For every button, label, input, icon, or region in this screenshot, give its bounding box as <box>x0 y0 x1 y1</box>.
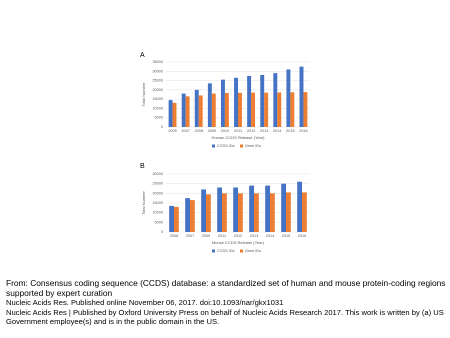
x-tick-label: 2012 <box>247 129 255 133</box>
bar <box>264 92 269 127</box>
bar <box>194 89 199 127</box>
bar <box>238 193 243 232</box>
y-tick-label: 25000 <box>152 182 163 186</box>
y-tick-label: 10000 <box>152 211 163 215</box>
x-tick-label: 2013 <box>260 129 268 133</box>
bar <box>207 83 212 127</box>
x-tick-label: 2006 <box>170 234 178 238</box>
bar <box>201 189 206 232</box>
caption: From: Consensus coding sequence (CCDS) d… <box>6 278 446 327</box>
bar <box>222 193 227 232</box>
y-tick-label: 0 <box>161 125 163 129</box>
bar <box>224 93 229 127</box>
x-axis-label: Human CCDS Release (Year) <box>212 135 266 140</box>
y-tick-label: 0 <box>161 230 163 234</box>
y-tick-label: 25000 <box>152 79 163 83</box>
x-tick-label: 2013 <box>250 234 258 238</box>
caption-copyright: Nucleic Acids Res | Published by Oxford … <box>6 307 444 327</box>
bar <box>168 100 173 127</box>
caption-from: From: Consensus coding sequence (CCDS) d… <box>6 278 446 298</box>
bar <box>302 192 307 232</box>
y-tick-label: 20000 <box>152 191 163 195</box>
bar <box>286 192 291 232</box>
bar <box>217 187 222 232</box>
y-tick-label: 30000 <box>152 172 163 176</box>
bar <box>169 205 174 232</box>
bar <box>190 200 195 232</box>
bar <box>220 79 225 127</box>
x-tick-label: 2007 <box>186 234 194 238</box>
y-tick-label: 20000 <box>152 88 163 92</box>
x-tick-label: 2016 <box>299 129 307 133</box>
bar <box>238 92 242 127</box>
x-tick-label: 2005 <box>168 129 176 133</box>
figure: A 0 5000 10000 15000 20000 25000 30000 35000 Tota… <box>140 52 310 253</box>
y-tick-label: 5000 <box>155 220 163 224</box>
y-axis-label: Total Number <box>141 190 146 214</box>
caption-citation: Nucleic Acids Res. Published online Nove… <box>6 298 284 307</box>
x-tick-label: 2011 <box>234 129 242 133</box>
y-tick-label: 5000 <box>155 116 163 120</box>
x-tick-label: 2010 <box>221 129 229 133</box>
bar <box>286 69 291 127</box>
bar <box>277 92 282 127</box>
bar <box>247 75 252 127</box>
x-tick-label: 2012 <box>234 234 242 238</box>
legend-swatch <box>240 144 243 148</box>
bar <box>251 92 256 127</box>
bar <box>281 183 286 232</box>
bar <box>254 193 259 232</box>
x-tick-label: 2016 <box>298 234 306 238</box>
x-tick-label: 2007 <box>181 129 189 133</box>
x-tick-label: 2011 <box>218 234 226 238</box>
chart-title: B <box>140 163 145 170</box>
bar <box>211 93 216 127</box>
chart-title: A <box>140 52 145 59</box>
x-axis-label: Mouse CCDS Release (Year) <box>212 240 265 245</box>
bar <box>270 193 275 232</box>
y-tick-label: 15000 <box>152 97 163 101</box>
bar <box>265 185 270 232</box>
legend-label: CCDS IDs <box>217 144 235 148</box>
bar <box>181 93 186 127</box>
legend-label: Gene IDs <box>245 249 261 253</box>
y-tick-label: 30000 <box>152 69 163 73</box>
legend-swatch <box>212 249 215 253</box>
bar <box>260 75 265 127</box>
legend-label: Gene IDs <box>245 144 261 148</box>
bar <box>174 206 179 232</box>
y-axis-label: Total Number <box>141 82 146 106</box>
bar <box>198 95 203 127</box>
x-tick-label: 2014 <box>266 234 274 238</box>
x-tick-label: 2009 <box>202 234 210 238</box>
bar <box>185 198 190 232</box>
bar <box>299 66 304 127</box>
legend-swatch <box>212 144 215 148</box>
bar <box>185 96 190 127</box>
bar <box>249 185 254 232</box>
bar <box>206 194 211 232</box>
x-tick-label: 2015 <box>282 234 290 238</box>
bar <box>290 92 295 127</box>
bar <box>297 181 302 232</box>
bar <box>172 102 177 127</box>
x-tick-label: 2015 <box>286 129 294 133</box>
x-tick-label: 2014 <box>273 129 281 133</box>
y-tick-label: 35000 <box>152 60 163 64</box>
legend-label: CCDS IDs <box>217 249 235 253</box>
bar <box>273 73 278 127</box>
x-tick-label: 2008 <box>195 129 203 133</box>
legend-swatch <box>240 249 243 253</box>
y-tick-label: 15000 <box>152 201 163 205</box>
y-tick-label: 10000 <box>152 106 163 110</box>
bar <box>233 187 238 232</box>
bar <box>303 92 308 127</box>
bar <box>234 77 238 127</box>
x-tick-label: 2009 <box>208 129 216 133</box>
